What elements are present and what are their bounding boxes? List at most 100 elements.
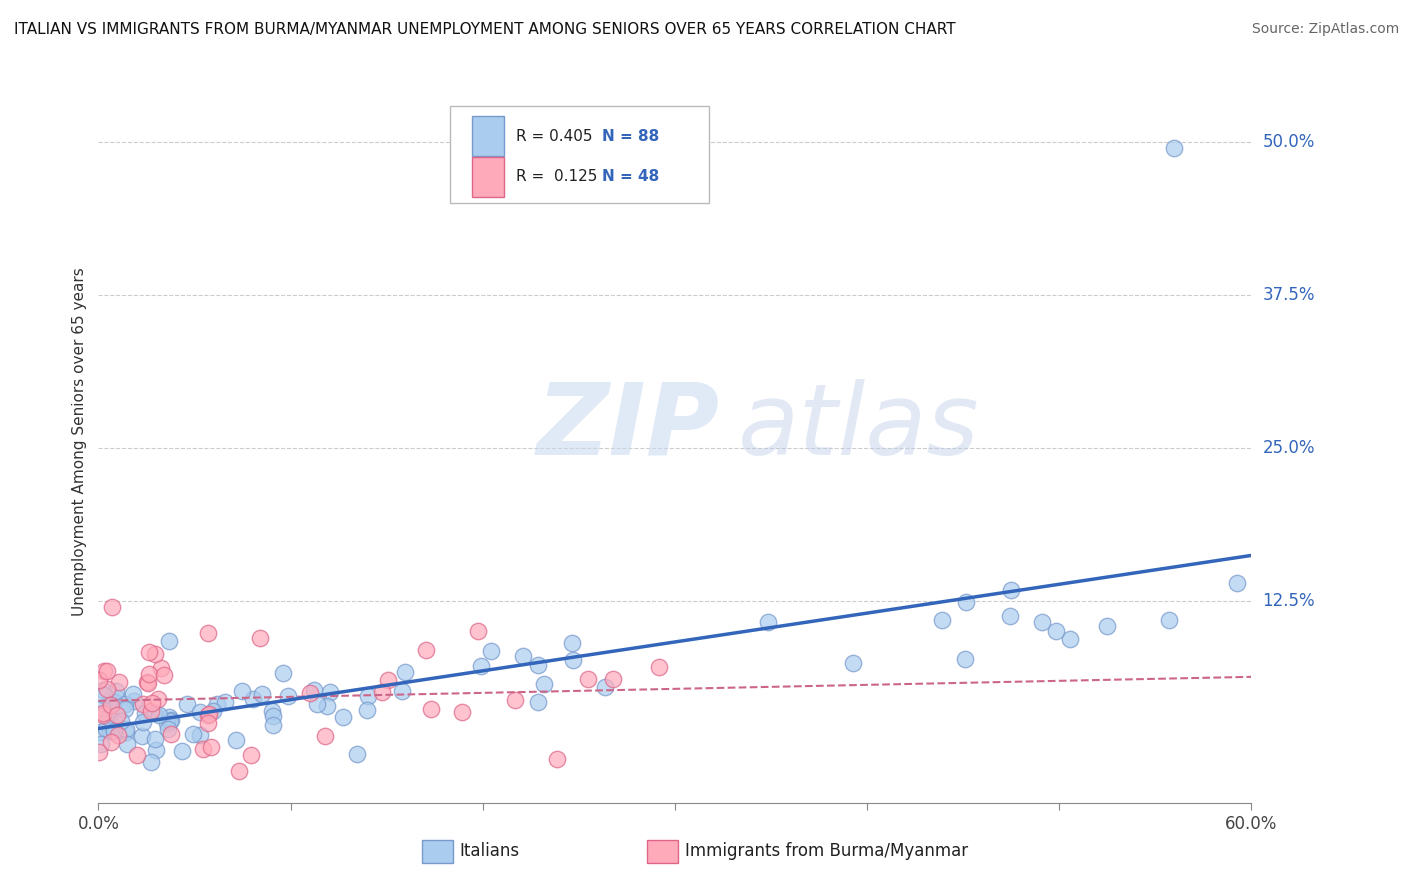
Point [100,735,122,749]
Point [103,695,125,709]
Point [1095,618,1118,632]
Point [1226,576,1249,591]
Point [527,695,550,709]
Point [135,674,157,689]
Point [91,682,114,697]
Point [262,718,284,732]
Point [132,697,155,711]
Point [125,748,148,763]
Point [377,673,399,687]
Point [260,704,283,718]
Point [98,724,121,739]
Point [193,741,215,756]
Point [176,697,198,711]
Point [87,673,110,687]
Point [250,687,273,701]
Point [149,660,172,674]
Point [1157,613,1180,627]
Point [139,756,162,770]
Point [357,690,380,704]
FancyBboxPatch shape [450,105,710,203]
Point [103,714,125,728]
Point [319,685,342,699]
Bar [472,116,505,156]
Text: 37.5%: 37.5% [1263,285,1315,303]
Point [648,660,671,674]
Point [202,704,225,718]
Point [314,730,336,744]
Point [139,704,162,718]
Point [103,724,125,739]
Point [131,729,153,743]
Point [467,624,489,638]
Point [89,724,111,739]
Point [114,702,136,716]
Point [100,693,122,707]
Text: ZIP: ZIP [537,378,720,475]
Point [101,723,124,737]
Text: atlas: atlas [738,378,980,475]
Point [148,692,170,706]
Point [1000,582,1022,597]
Point [953,652,976,666]
Point [93,665,115,679]
Point [546,752,568,766]
Point [138,667,160,681]
Point [105,691,128,706]
Point [124,694,146,708]
Point [302,683,325,698]
Point [91,707,114,722]
Point [104,684,127,698]
Point [242,692,264,706]
Point [110,714,132,729]
Point [134,706,156,720]
Point [527,658,550,673]
Text: R =  0.125: R = 0.125 [516,169,598,185]
Point [481,644,503,658]
Point [198,706,221,721]
Point [503,692,526,706]
Point [512,648,534,663]
Point [197,707,219,722]
Point [91,701,114,715]
Point [197,626,219,640]
Point [115,737,138,751]
Point [593,680,616,694]
Point [157,634,180,648]
Text: R = 0.405: R = 0.405 [516,128,592,144]
Point [998,608,1021,623]
Point [141,696,163,710]
Point [138,645,160,659]
Point [188,706,211,720]
Point [148,707,170,722]
Point [240,747,263,762]
Point [160,726,183,740]
Text: 25.0%: 25.0% [1263,439,1315,457]
Point [394,665,416,679]
Point [200,739,222,754]
Point [228,764,250,778]
Text: Italians: Italians [460,842,520,860]
Point [420,702,443,716]
Point [114,697,136,711]
Point [96,664,118,678]
Point [100,698,122,712]
Point [142,706,165,721]
Point [391,684,413,698]
Point [136,676,159,690]
Text: N = 88: N = 88 [602,128,659,144]
Text: Source: ZipAtlas.com: Source: ZipAtlas.com [1251,22,1399,37]
Point [115,725,138,739]
Point [107,728,129,742]
Point [756,615,779,629]
Point [249,631,271,645]
Point [170,744,193,758]
Point [470,659,492,673]
Point [214,695,236,709]
Point [562,652,585,666]
Text: N = 48: N = 48 [602,169,659,185]
Point [160,713,183,727]
Point [143,647,166,661]
Point [371,685,394,699]
Point [90,737,112,751]
